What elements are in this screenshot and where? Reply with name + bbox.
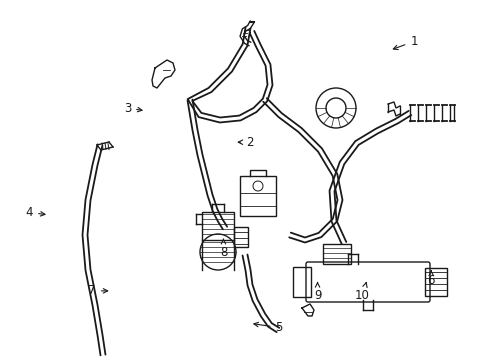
Text: 4: 4 (25, 206, 45, 219)
Bar (425, 268, 447, 296)
Bar (293, 267, 311, 297)
Bar (234, 227, 248, 247)
Text: 9: 9 (314, 283, 321, 302)
Text: 2: 2 (238, 136, 254, 149)
Text: 1: 1 (393, 35, 418, 50)
Text: 6: 6 (427, 271, 435, 287)
Text: 8: 8 (220, 239, 227, 258)
Text: 5: 5 (254, 321, 283, 334)
Text: 10: 10 (355, 283, 370, 302)
Bar (240, 176, 276, 216)
Bar (323, 244, 351, 264)
Text: 7: 7 (88, 284, 108, 297)
Bar (202, 212, 234, 240)
Text: 3: 3 (123, 102, 142, 114)
